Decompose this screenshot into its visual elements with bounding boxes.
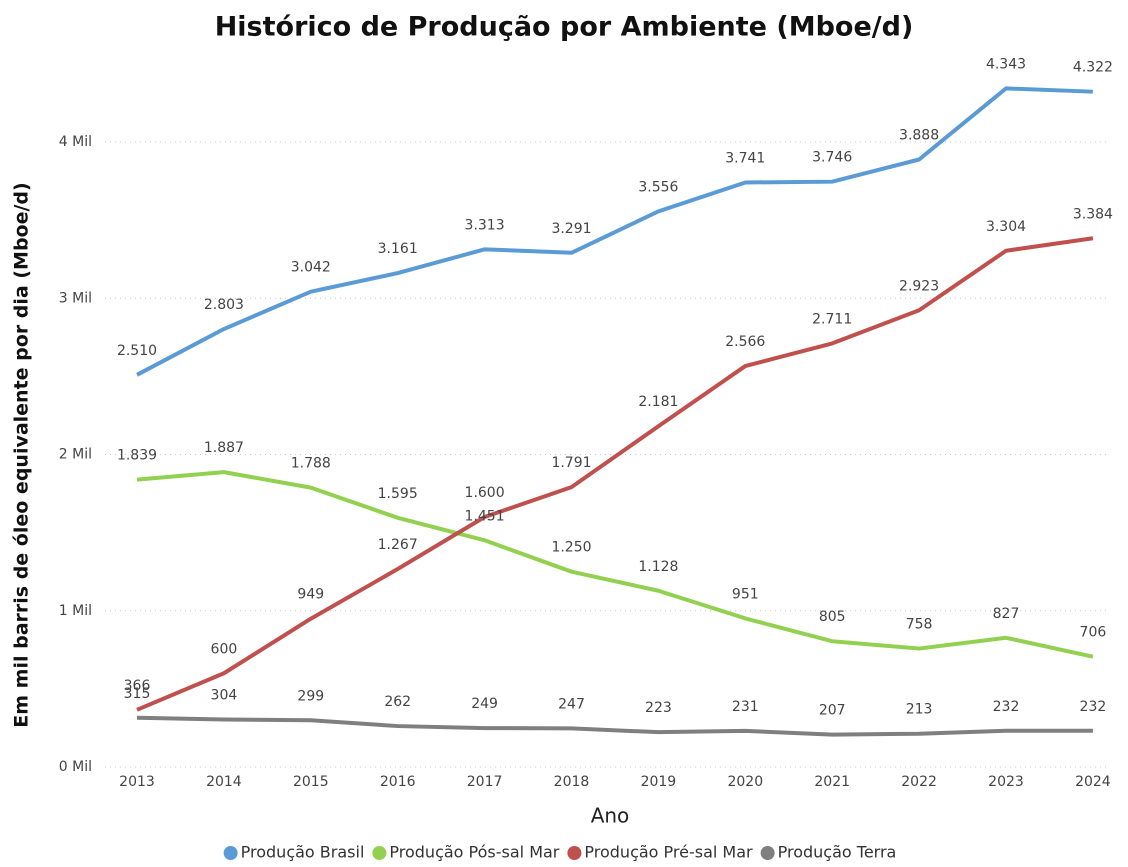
data-label: 3.888	[899, 128, 939, 144]
x-tick-label: 2019	[641, 774, 677, 790]
data-label: 304	[211, 688, 238, 704]
data-label: 1.451	[465, 508, 505, 524]
data-label: 2.181	[638, 394, 678, 410]
data-label: 3.304	[986, 219, 1026, 235]
data-label: 262	[384, 694, 411, 710]
y-tick-label: 0 Mil	[59, 759, 92, 775]
data-label: 951	[732, 586, 759, 602]
data-label: 949	[297, 587, 324, 603]
series-line	[136, 715, 1093, 737]
data-label: 3.161	[378, 241, 418, 257]
y-tick-label: 1 Mil	[59, 603, 92, 619]
legend-marker	[372, 846, 387, 860]
chart-title: Histórico de Produção por Ambiente (Mboe…	[215, 12, 914, 43]
data-label: 247	[558, 696, 585, 712]
series-line	[136, 470, 1094, 659]
x-tick-label: 2024	[1075, 774, 1111, 790]
series-line	[136, 86, 1093, 377]
data-label: 2.566	[725, 334, 765, 350]
data-label: 232	[993, 699, 1020, 715]
x-tick-label: 2013	[119, 774, 155, 790]
data-label: 1.250	[551, 540, 591, 556]
y-tick-label: 4 Mil	[59, 134, 92, 150]
x-tick-label: 2018	[554, 774, 590, 790]
legend-marker	[223, 846, 238, 860]
data-label: 2.803	[204, 297, 244, 313]
data-label: 3.741	[725, 150, 765, 166]
data-label: 231	[732, 699, 759, 715]
x-tick-label: 2021	[814, 774, 850, 790]
y-tick-label: 3 Mil	[59, 290, 92, 306]
data-label: 207	[819, 703, 846, 719]
x-tick-label: 2016	[380, 774, 416, 790]
data-label: 3.746	[812, 150, 852, 166]
data-label: 2.510	[117, 343, 157, 359]
data-label: 706	[1080, 625, 1107, 641]
data-label: 3.556	[638, 179, 678, 195]
data-label: 1.887	[204, 440, 244, 456]
data-label: 3.291	[551, 221, 591, 237]
y-tick-label: 2 Mil	[59, 447, 92, 463]
data-label: 213	[906, 702, 933, 718]
data-label: 1.128	[638, 559, 678, 575]
data-label: 758	[906, 617, 933, 633]
data-label: 827	[993, 606, 1020, 622]
data-label: 249	[471, 696, 498, 712]
y-axis-title: Em mil barris de óleo equivalente por di…	[11, 182, 33, 727]
data-label: 1.267	[378, 537, 418, 553]
legend-label: Produção Pós-sal Mar	[389, 843, 559, 862]
data-label: 315	[124, 686, 151, 702]
data-label: 3.313	[465, 217, 505, 233]
data-label: 600	[211, 641, 238, 657]
data-label: 4.322	[1073, 60, 1113, 76]
data-label: 366	[124, 678, 151, 694]
legend-label: Produção Brasil	[241, 843, 365, 862]
x-axis-title: Ano	[591, 804, 630, 828]
legend-label: Produção Pré-sal Mar	[584, 843, 753, 862]
x-tick-label: 2023	[988, 774, 1024, 790]
data-label: 232	[1080, 699, 1107, 715]
series-line	[136, 236, 1094, 712]
data-label: 1.600	[465, 485, 505, 501]
data-label: 2.923	[899, 278, 939, 294]
data-label: 3.384	[1073, 206, 1113, 222]
data-label: 805	[819, 609, 846, 625]
legend-marker	[567, 846, 582, 860]
legend-marker	[760, 846, 775, 860]
data-label: 1.595	[378, 486, 418, 502]
data-label: 2.711	[812, 311, 852, 327]
x-tick-label: 2022	[901, 774, 937, 790]
data-label: 1.791	[551, 455, 591, 471]
legend: Produção Brasil Produção Pós-sal Mar Produ…	[223, 843, 897, 862]
x-tick-label: 2014	[206, 774, 242, 790]
data-label: 3.042	[291, 260, 331, 276]
x-tick-label: 2015	[293, 774, 329, 790]
data-label: 299	[297, 688, 324, 704]
data-label: 4.343	[986, 56, 1026, 72]
legend-label: Produção Terra	[778, 843, 897, 862]
data-label: 1.839	[117, 448, 157, 464]
x-tick-label: 2020	[727, 774, 763, 790]
data-label: 223	[645, 700, 672, 716]
x-tick-label: 2017	[467, 774, 503, 790]
data-label: 1.788	[291, 456, 331, 472]
